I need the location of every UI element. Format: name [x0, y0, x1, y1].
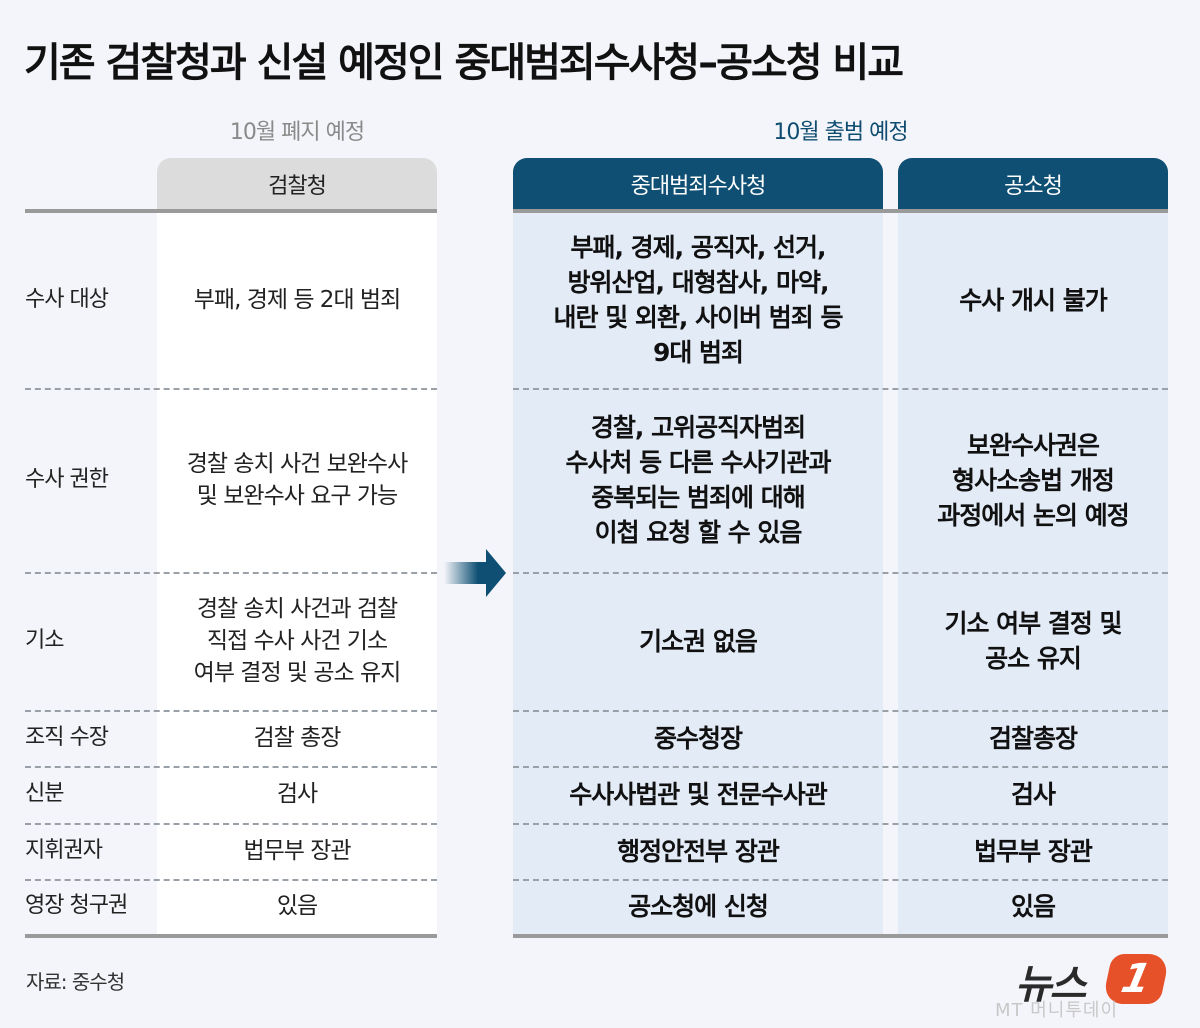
column-header-prosecution: 검찰청	[157, 158, 437, 209]
row-label: 기소	[25, 627, 64, 653]
page-title: 기존 검찰청과 신설 예정인 중대범죄수사청–공소청 비교	[24, 40, 904, 86]
row-divider	[25, 879, 437, 881]
row-divider	[513, 766, 1168, 768]
row-divider	[25, 766, 437, 768]
right-arrow-icon	[444, 549, 506, 597]
indictment-column-bg	[898, 212, 1168, 936]
indictment-agency-cell: 보완수사권은 형사소송법 개정 과정에서 논의 예정	[937, 430, 1129, 530]
serious-crime-agency-cell: 기소권 없음	[639, 626, 758, 656]
prosecution-cell: 검사	[276, 781, 318, 808]
prosecution-cell: 있음	[276, 893, 318, 920]
serious-crime-agency-cell: 행정안전부 장관	[617, 836, 780, 866]
logo-watermark: MT 머니투데이	[995, 1000, 1119, 1021]
serious-crime-column-bg	[513, 212, 883, 936]
row-label: 지휘권자	[25, 837, 103, 863]
prosecution-cell: 법무부 장관	[243, 837, 351, 864]
logo-text: 뉴스	[1015, 962, 1087, 1008]
row-divider	[25, 388, 437, 390]
indictment-agency-cell: 있음	[1010, 892, 1056, 921]
row-label: 신분	[25, 781, 64, 807]
row-divider	[25, 710, 437, 712]
prosecution-cell: 경찰 송치 사건과 검찰 직접 수사 사건 기소 여부 결정 및 공소 유지	[193, 595, 402, 687]
row-divider	[513, 823, 1168, 825]
row-divider	[513, 388, 1168, 390]
prosecution-column-bg	[157, 212, 437, 936]
column-header-label: 중대범죄수사청	[630, 173, 767, 199]
row-label: 조직 수장	[25, 724, 109, 750]
prosecution-cell: 경찰 송치 사건 보완수사 및 보완수사 요구 가능	[186, 450, 409, 509]
row-label: 수사 대상	[25, 286, 109, 312]
column-header-serious-crime-agency: 중대범죄수사청	[513, 158, 883, 209]
news1-logo: 뉴스 1 MT 머니투데이	[995, 952, 1185, 1022]
column-header-label: 공소청	[1004, 173, 1063, 199]
left-table-top-rule	[25, 209, 437, 213]
serious-crime-agency-cell: 수사사법관 및 전문수사관	[569, 780, 827, 809]
serious-crime-agency-cell: 부패, 경제, 공직자, 선거, 방위산업, 대형참사, 마약, 내란 및 외환…	[553, 233, 843, 367]
row-divider	[513, 572, 1168, 574]
indictment-agency-cell: 수사 개시 불가	[959, 285, 1107, 315]
row-label: 영장 청구권	[25, 893, 128, 919]
serious-crime-agency-cell: 공소청에 신청	[628, 892, 769, 921]
right-table-top-rule	[513, 209, 1168, 213]
prosecution-cell: 부패, 경제 등 2대 범죄	[193, 286, 401, 313]
left-table-bottom-rule	[25, 934, 437, 938]
row-divider	[25, 572, 437, 574]
indictment-agency-cell: 기소 여부 결정 및 공소 유지	[944, 609, 1122, 673]
prosecution-cell: 검찰 총장	[253, 724, 342, 751]
indictment-agency-cell: 검찰총장	[988, 723, 1078, 753]
subheader-launch: 10월 출범 예정	[773, 120, 908, 145]
serious-crime-agency-cell: 경찰, 고위공직자범죄 수사처 등 다른 수사기관과 중복되는 범죄에 대해 이…	[565, 413, 831, 547]
row-label: 수사 권한	[25, 466, 109, 492]
row-divider	[513, 710, 1168, 712]
row-divider	[513, 879, 1168, 881]
indictment-agency-cell: 검사	[1010, 780, 1056, 809]
serious-crime-agency-cell: 중수청장	[653, 723, 743, 753]
subheader-abolition: 10월 폐지 예정	[229, 120, 365, 145]
right-table-bottom-rule	[513, 934, 1168, 938]
column-header-indictment-agency: 공소청	[898, 158, 1168, 209]
row-divider	[25, 823, 437, 825]
column-header-label: 검찰청	[268, 173, 327, 199]
source-note: 자료: 중수청	[26, 970, 125, 994]
indictment-agency-cell: 법무부 장관	[974, 836, 1093, 866]
